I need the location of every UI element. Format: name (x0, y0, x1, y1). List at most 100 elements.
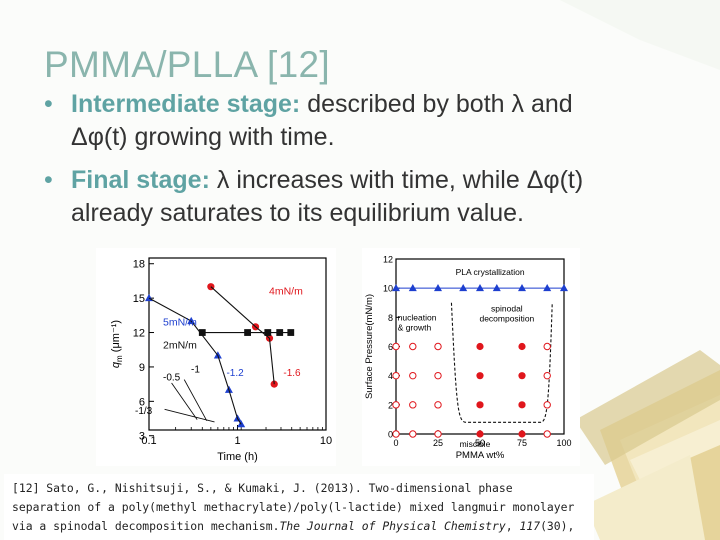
y-tick-label: 12 (383, 255, 393, 265)
legend-label-5mN: 5mN/m (163, 317, 197, 329)
reference-citation: [12] Sato, G., Nishitsuji, S., & Kumaki,… (4, 474, 594, 540)
data-point (543, 371, 551, 380)
data-point (409, 371, 417, 380)
qm-vs-time-chart: 3 6 9 12 15 18 0.1 1 10 Time (h) qm (μm⁻¹) 4mN/m 5mN… (110, 257, 332, 463)
y-tick-label: 2 (388, 400, 393, 410)
data-point (409, 401, 417, 409)
bullet-text: λ increases with time, while Δφ(t) (209, 166, 584, 194)
data-point (518, 283, 526, 292)
slope-guides (164, 379, 215, 423)
data-point (409, 342, 417, 351)
x-axis-label: Time (h) (217, 451, 258, 463)
reference-text: [12] Sato, G., Nishitsuji, S., & Kumaki,… (12, 481, 575, 533)
data-point (543, 283, 552, 292)
stacked-paper-decoration (575, 350, 720, 540)
slide-title: PMMA/PLLA [12] (44, 44, 330, 85)
phase-diagram-chart: 0 2 4 6 8 10 12 0 25 50 75 100 PMMA wt% Surface Press… (364, 255, 572, 462)
annotation-nucleation: nucleation & growth (398, 312, 437, 332)
data-point (476, 372, 484, 380)
bullet-key: Final stage: (71, 166, 210, 194)
bullet-text: described by both λ and (300, 90, 573, 118)
x-tick-label: 75 (517, 438, 527, 448)
slope-label: -1.2 (226, 368, 244, 379)
slope-label: -1.6 (283, 368, 301, 379)
data-point (434, 283, 442, 292)
top-right-faint-paper (560, 0, 720, 70)
x-tick-label: 0 (393, 438, 398, 448)
y-tick-label: 6 (139, 396, 145, 408)
data-point (476, 283, 484, 292)
left-chart-axes (148, 257, 327, 437)
data-point (518, 401, 526, 409)
slope-label: -1 (191, 365, 200, 376)
y-tick-label: 8 (388, 313, 393, 323)
data-point (434, 342, 442, 351)
bullet-list: • Intermediate stage: described by both … (44, 88, 704, 240)
slope-label: -1/3 (135, 406, 153, 417)
reference-volume: 117 (519, 519, 541, 533)
left-chart-text: 3 6 9 12 15 18 0.1 1 10 Time (h) qm (μm⁻¹) 4mN/m 5mN… (110, 259, 332, 463)
data-point (476, 401, 484, 409)
y-tick-label: 18 (133, 259, 145, 271)
data-point (392, 371, 400, 380)
right-chart-text: 0 2 4 6 8 10 12 0 25 50 75 100 PMMA wt% Surface Press… (364, 255, 572, 462)
y-axis-label: Surface Pressure(mN/m) (364, 294, 375, 399)
y-tick-label: 12 (133, 328, 145, 340)
x-tick-label: 0.1 (141, 435, 156, 447)
legend-label-4mN: 4mN/m (269, 286, 303, 298)
left-chart-marks (145, 283, 295, 428)
reference-journal: The Journal of Physical Chemistry (279, 519, 506, 533)
data-point (409, 430, 417, 438)
y-tick-label: 6 (388, 342, 393, 352)
data-point (392, 342, 400, 351)
bullet-text-cont: Δφ(t) growing with time. (71, 123, 335, 151)
data-point (392, 430, 400, 438)
data-point (543, 342, 551, 351)
data-point (560, 283, 568, 292)
data-point (434, 401, 442, 409)
bullet-dot: • (44, 90, 53, 118)
data-point (287, 329, 295, 336)
data-point (518, 372, 526, 380)
data-point (518, 430, 526, 438)
slope-label: -0.5 (163, 373, 181, 384)
annotation-crystallization: PLA crystallization (456, 267, 525, 277)
bullet-intermediate-stage: • Intermediate stage: described by both … (44, 88, 704, 154)
bullet-final-stage: • Final stage: λ increases with time, wh… (44, 164, 704, 230)
y-tick-label: 9 (139, 362, 145, 374)
x-axis-label: PMMA wt% (456, 450, 505, 461)
bullet-key: Intermediate stage: (71, 90, 301, 118)
reference-sep: , (505, 519, 520, 533)
annotation-spinodal: spinodal decomposition (479, 304, 534, 324)
y-axis-label: qm (μm⁻¹) (110, 320, 124, 368)
data-point (476, 430, 484, 438)
data-point (434, 371, 442, 380)
data-point (518, 342, 526, 351)
y-tick-label: 3 (139, 431, 145, 443)
y-tick-label: 15 (133, 293, 145, 305)
x-tick-label: 50 (475, 438, 485, 448)
bullet-text-cont: already saturates to its equilibrium val… (71, 199, 525, 227)
bullet-dot: • (44, 166, 53, 194)
data-point (476, 342, 484, 351)
x-tick-label: 25 (433, 438, 443, 448)
data-point (392, 283, 400, 292)
y-tick-label: 4 (388, 371, 393, 381)
annotation-miscible: miscible (460, 439, 491, 449)
reference-pages: (30), 9067–9072. (12, 519, 575, 540)
series-line (148, 297, 242, 425)
x-tick-label: 100 (556, 438, 571, 448)
left-chart-lines (148, 286, 291, 425)
y-tick-label: 0 (388, 430, 393, 440)
data-point (543, 401, 551, 409)
data-point (408, 283, 417, 292)
data-point (459, 283, 468, 292)
y-tick-label: 10 (383, 284, 393, 294)
x-tick-label: 1 (234, 435, 240, 447)
figure-right: 0 2 4 6 8 10 12 0 25 50 75 100 PMMA wt% Surface Press… (362, 248, 580, 466)
data-point (434, 430, 442, 438)
data-point (492, 283, 501, 292)
legend-label-2mN: 2mN/m (163, 340, 197, 352)
